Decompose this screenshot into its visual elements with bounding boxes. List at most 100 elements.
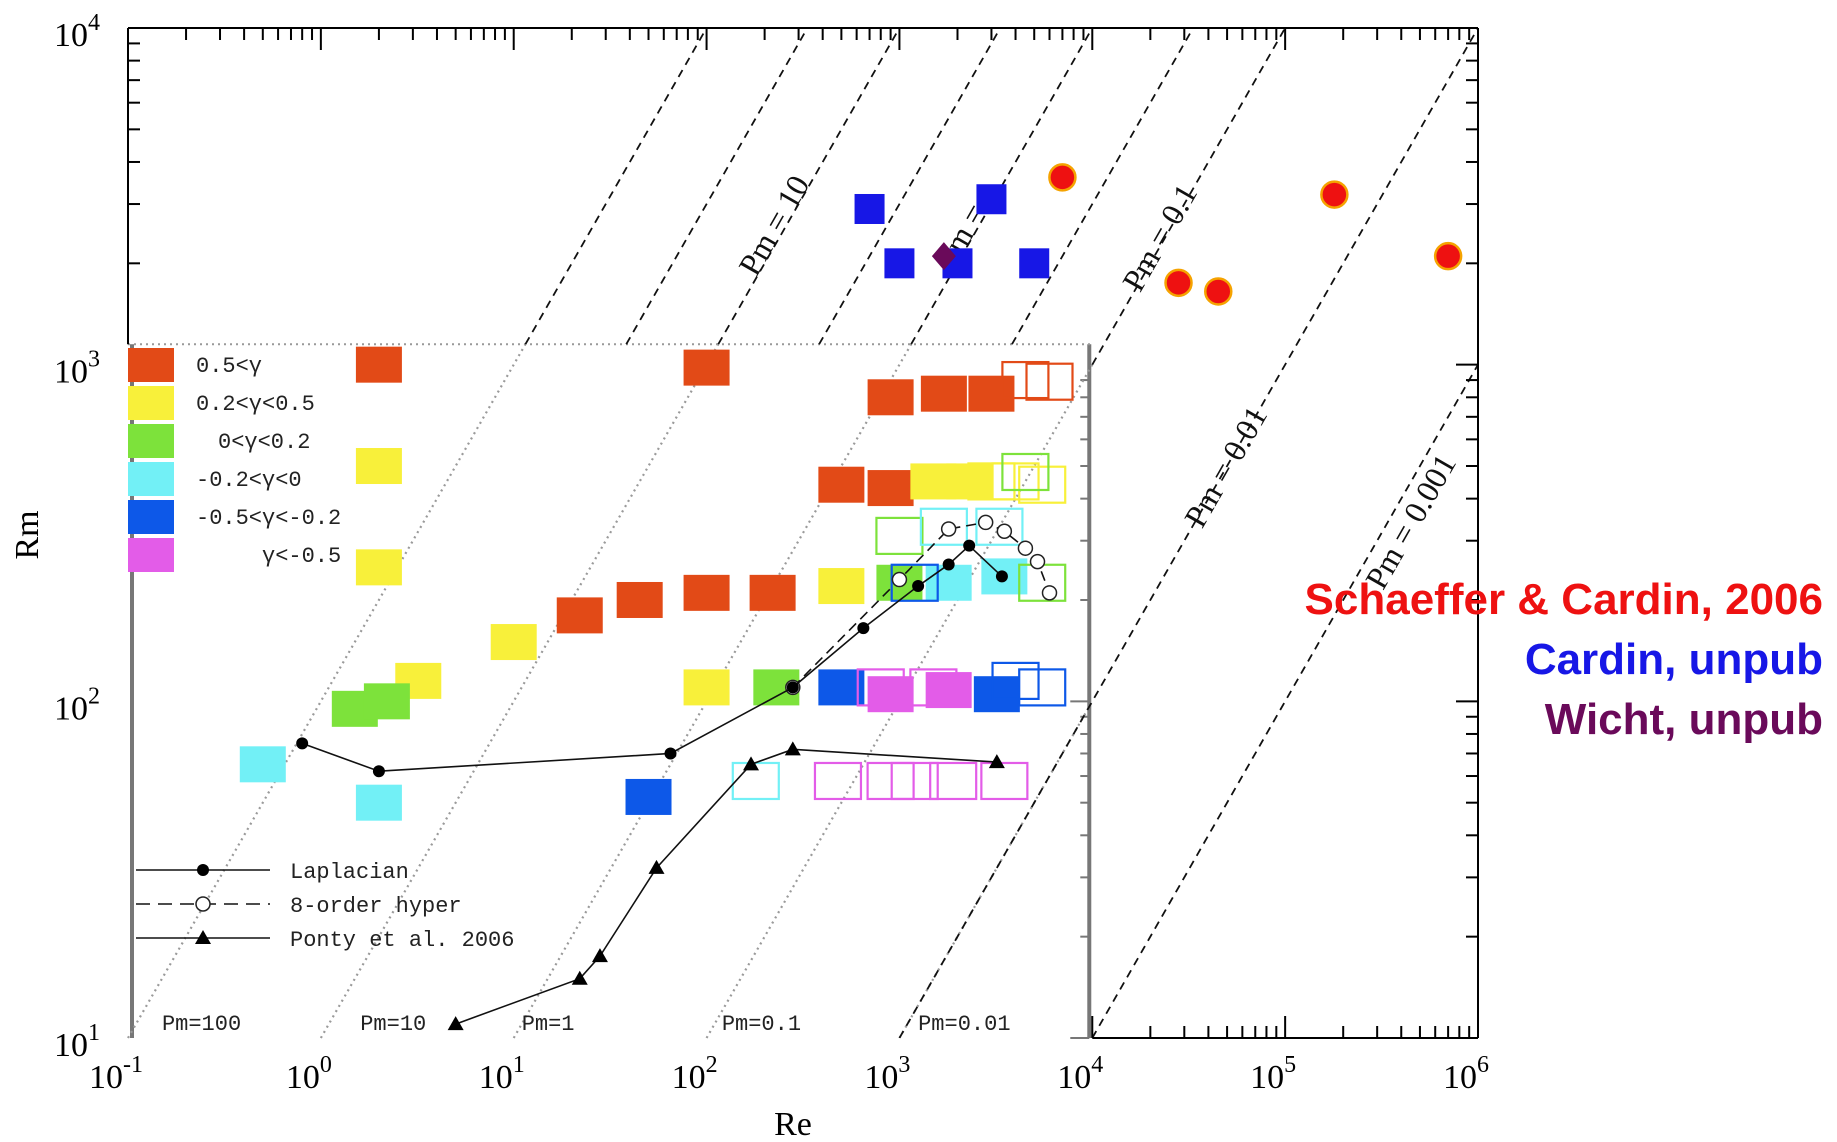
data-square-filled	[867, 470, 914, 507]
inset-panel: Pm=100 Pm=10 Pm=1 Pm=0.1 Pm=0.01 0.5<γ 0.2<γ<0…	[127, 343, 1094, 1039]
x-tick-label: 102	[672, 1052, 718, 1096]
pm-line	[898, 28, 1478, 1038]
laplacian-point	[942, 558, 955, 571]
data-square-open	[991, 661, 1040, 700]
data-square-filled	[749, 574, 796, 611]
data-square-filled	[616, 581, 663, 618]
pm-line	[818, 28, 1002, 345]
x-tick-label: 100	[286, 1052, 332, 1096]
data-square-filled	[818, 568, 865, 605]
cardin-point	[1019, 248, 1050, 279]
pm-line-label: Pm = 0.01	[1177, 400, 1274, 533]
schaeffer-point	[1204, 277, 1233, 306]
ponty-point	[988, 754, 1005, 769]
data-square-open	[1001, 452, 1050, 492]
laplacian-point	[296, 737, 309, 750]
laplacian-point	[912, 580, 925, 593]
schaeffer-point	[1164, 268, 1193, 298]
ponty-point	[591, 948, 608, 963]
ponty-point	[784, 741, 801, 756]
cardin-point	[854, 193, 885, 224]
ponty-point	[743, 756, 760, 771]
inset-pm-label: Pm=10	[360, 1012, 426, 1037]
pm-line	[1011, 28, 1194, 345]
data-square-filled	[867, 676, 914, 713]
pm-line	[1091, 28, 1286, 366]
laplacian-point	[372, 765, 385, 778]
cardin-point	[884, 248, 915, 279]
inset-legend-swatch	[128, 538, 174, 572]
inset-legend-swatch	[128, 348, 174, 382]
x-tick-label: 10-1	[89, 1052, 143, 1096]
data-square-filled	[683, 574, 730, 611]
pm-line	[524, 28, 708, 345]
hyper-point	[1017, 540, 1034, 556]
inset-legend-label: 0.5<γ	[196, 354, 262, 379]
reference-cardin: Cardin, unpub	[1524, 635, 1823, 684]
inset-legend-label: γ<-0.5	[262, 544, 341, 569]
ponty-point	[447, 1016, 464, 1031]
data-square-open	[813, 761, 863, 801]
y-axis-label: Rm	[9, 510, 46, 559]
x-tick-label: 105	[1250, 1052, 1296, 1096]
inset-legend-label: 0<γ<0.2	[218, 430, 310, 455]
pm-line-label: Pm = 0.001	[1358, 448, 1463, 595]
reference-schaeffer: Schaeffer & Cardin, 2006	[1304, 575, 1823, 624]
cardin-point	[976, 184, 1007, 215]
inset-legend-swatch	[128, 424, 174, 458]
data-square-open	[929, 761, 978, 801]
data-square-open	[856, 668, 905, 707]
x-axis-label: Re	[774, 1106, 812, 1142]
hyper-point	[977, 514, 994, 531]
data-square-filled	[490, 624, 537, 661]
data-square-filled	[683, 349, 730, 386]
laplacian-point	[786, 681, 799, 694]
data-square-open	[909, 668, 958, 707]
data-square-open	[875, 516, 924, 556]
schaeffer-point	[1433, 241, 1463, 271]
data-square-filled	[355, 549, 402, 586]
inset-legend-label: -0.5<γ<-0.2	[196, 506, 341, 531]
inset-legend-swatch	[128, 462, 174, 496]
pm-line	[1091, 362, 1478, 1038]
axes: 10-1 100 101 102 103 104 105 106 101 102 103 104 Re R…	[9, 10, 1489, 1142]
hyper-point	[996, 523, 1013, 540]
inset-pm-line	[127, 343, 527, 1039]
line-legend-marker	[197, 864, 209, 876]
data-square-filled	[867, 379, 914, 416]
hyper-point	[1041, 585, 1058, 601]
hyper-point	[940, 521, 957, 537]
inset-legend-swatch	[128, 500, 174, 534]
x-tick-label: 103	[864, 1052, 910, 1096]
x-tick-label: 106	[1443, 1052, 1489, 1096]
laplacian-point	[995, 570, 1008, 583]
inset-legend-label: 0.2<γ<0.5	[196, 392, 315, 417]
data-square-open	[967, 462, 1016, 501]
data-square-filled	[973, 676, 1020, 713]
data-square-filled	[355, 448, 402, 485]
data-square-open	[1018, 668, 1067, 707]
line-legend-label: Laplacian	[290, 860, 409, 885]
laplacian-point	[664, 747, 677, 760]
line-legend-marker	[195, 930, 211, 944]
inset-legend-label: -0.2<γ<0	[196, 468, 302, 493]
data-square-filled	[355, 346, 402, 383]
data-square-filled	[920, 375, 967, 412]
data-square-filled	[239, 746, 286, 783]
ponty-point	[571, 970, 588, 985]
data-square-filled	[363, 683, 410, 720]
y-tick-label: 104	[54, 10, 100, 54]
y-tick-label: 101	[54, 1020, 100, 1064]
pm-line	[717, 28, 901, 345]
data-square-open	[1018, 465, 1067, 504]
schaeffer-point	[1320, 180, 1349, 209]
inset-pm-label: Pm=1	[522, 1012, 575, 1037]
y-tick-label: 103	[54, 347, 100, 391]
pm-line-label: Pm = 10	[731, 169, 816, 281]
data-square-open	[890, 563, 939, 602]
x-tick-label: 104	[1057, 1052, 1103, 1096]
data-square-open	[919, 507, 968, 546]
data-square-filled	[925, 672, 972, 709]
pm-line	[625, 28, 809, 345]
